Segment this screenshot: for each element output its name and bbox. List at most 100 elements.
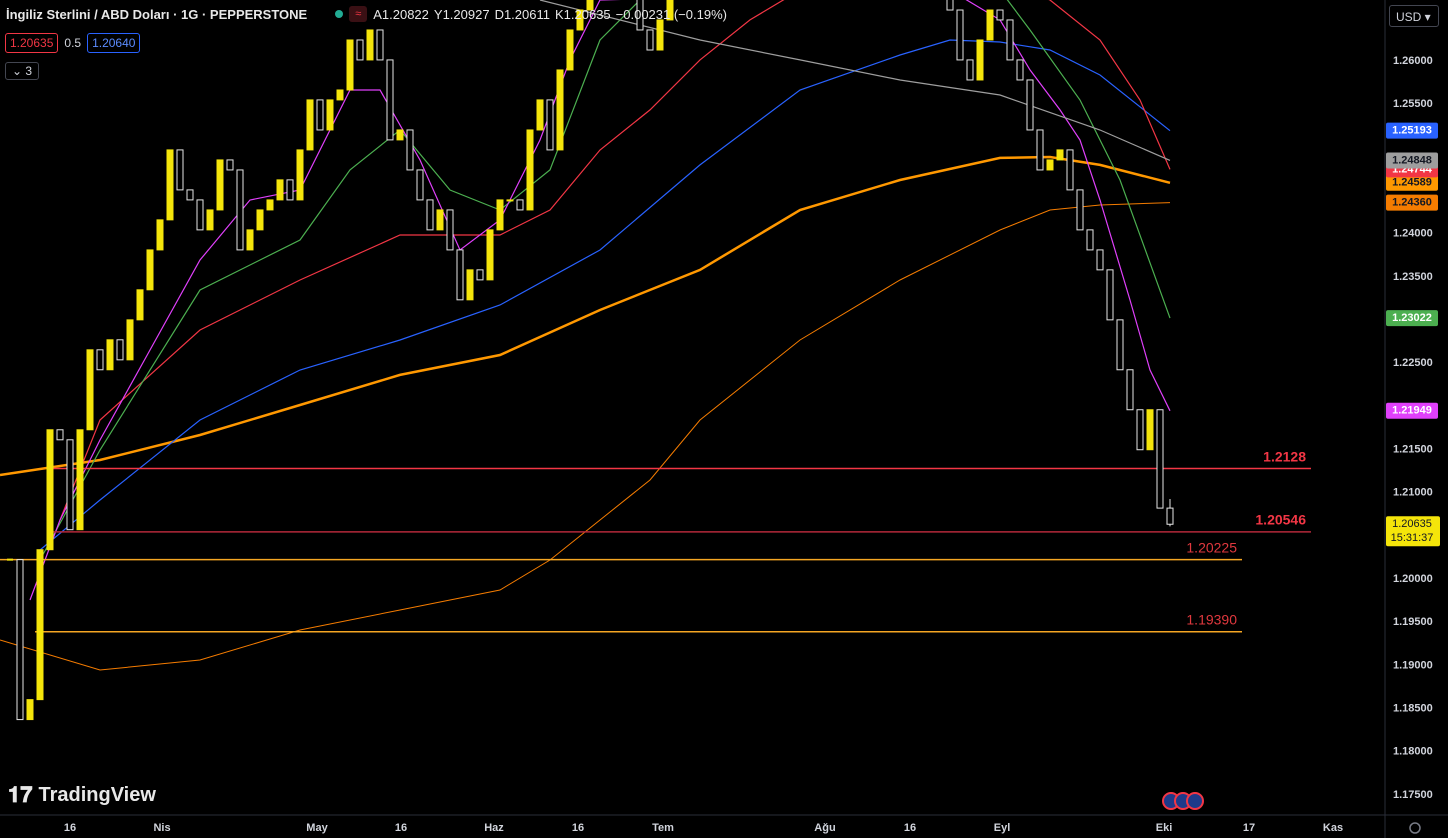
candle [566, 29, 574, 71]
moving-average [59, 0, 1171, 521]
level-label: 1.20225 [1186, 539, 1237, 555]
candle [306, 99, 314, 151]
candle [496, 199, 504, 231]
ohlc-item: D1.20611 [495, 7, 550, 22]
ma-price-tag: 1.24360 [1392, 196, 1432, 208]
ma-price-tag: 1.24589 [1392, 177, 1432, 189]
ma-price-tag: 1.25193 [1392, 125, 1432, 137]
candle [526, 129, 534, 211]
bar-countdown: 15:31:37 [1391, 532, 1434, 544]
x-tick-label: 16 [904, 822, 916, 834]
candle [76, 429, 84, 531]
moving-average [0, 202, 1171, 671]
candle [966, 59, 974, 81]
candle [1076, 189, 1084, 231]
candle [536, 99, 544, 131]
symbol-title: İngiliz Sterlini / ABD Doları · 1G · PEP… [6, 6, 308, 22]
ohlc-key: A [373, 6, 382, 22]
y-tick-label: 1.20000 [1393, 573, 1433, 585]
y-tick-label: 1.26000 [1393, 55, 1433, 67]
candle [1056, 149, 1064, 161]
ma-price-tag-bg [1386, 194, 1438, 211]
candle [336, 89, 344, 101]
candle [246, 229, 254, 251]
candle [586, 0, 594, 11]
ohlc-item: K1.20635 [555, 7, 611, 22]
candle [156, 219, 164, 251]
candle [1116, 319, 1124, 371]
candle [166, 149, 174, 221]
currency-select[interactable]: USD ▾ [1389, 5, 1439, 27]
settings-icon[interactable] [1409, 822, 1421, 834]
candle [366, 29, 374, 61]
candle [136, 289, 144, 321]
candle [1146, 409, 1154, 451]
ma-price-tag-bg [1386, 152, 1438, 169]
candle [256, 209, 264, 231]
candle [1166, 507, 1174, 525]
moving-average [39, 39, 1171, 551]
ma-price-tag: 1.23022 [1392, 312, 1432, 324]
y-tick-label: 1.18000 [1393, 746, 1433, 758]
buy-button[interactable]: 1.20640 [87, 33, 141, 53]
last-price-tag: 1.20635 [1392, 518, 1432, 530]
symbol-header: İngiliz Sterlini / ABD Doları · 1G · PEP… [6, 6, 732, 22]
level-label: 1.19390 [1186, 611, 1237, 627]
candle [16, 559, 24, 721]
candle [1086, 229, 1094, 251]
ma-price-tag-bg [1386, 122, 1438, 139]
candle [476, 269, 484, 281]
ma-price-tag-bg [1386, 310, 1438, 327]
candle [506, 199, 514, 202]
x-tick-label: Ağu [814, 822, 835, 834]
x-tick-label: Eyl [994, 822, 1011, 834]
candle [1156, 409, 1164, 509]
candle [216, 159, 224, 211]
candle [36, 549, 44, 701]
indicator-toggle[interactable]: ⌄ 3 [5, 62, 40, 80]
y-tick-label: 1.25500 [1393, 98, 1433, 110]
y-tick-label: 1.24000 [1393, 228, 1433, 240]
candle [446, 209, 454, 251]
currency: USD [1396, 10, 1422, 24]
candle [666, 0, 674, 21]
candle [946, 0, 954, 11]
candle [206, 209, 214, 231]
trade-row: 1.20635 0.5 1.20640 [5, 33, 141, 53]
x-tick-label: Haz [484, 822, 504, 834]
candle [96, 349, 104, 371]
candle [126, 319, 134, 361]
level-label: 1.20546 [1255, 512, 1306, 528]
x-tick-label: 16 [64, 822, 76, 834]
candle [1136, 409, 1144, 451]
ohlc-key: D [494, 6, 504, 22]
y-tick-label: 1.21500 [1393, 443, 1433, 455]
candle [196, 199, 204, 231]
candle [516, 199, 524, 211]
candle [236, 169, 244, 251]
sell-button[interactable]: 1.20635 [5, 33, 59, 53]
ohlc-item: A1.20822 [373, 7, 429, 22]
moving-average [539, 0, 1171, 161]
candle [426, 199, 434, 231]
moving-average [39, 0, 1171, 561]
candle [976, 39, 984, 81]
candle [1106, 269, 1114, 321]
ohlc-value: 1.20822 [381, 6, 429, 22]
candle [26, 699, 34, 721]
candle [296, 149, 304, 201]
candle [56, 429, 64, 441]
candle [1026, 79, 1034, 131]
ohlc-change: −0.00231 (−0.19%) [615, 6, 727, 22]
y-tick-label: 1.22500 [1393, 357, 1433, 369]
candle [656, 19, 664, 51]
candle [396, 129, 404, 141]
candle [1006, 19, 1014, 61]
candle [326, 99, 334, 131]
data-icon: ≈ [349, 6, 368, 22]
candle [376, 29, 384, 61]
brand-logo: 𝟏𝟕 [8, 782, 33, 807]
candle [956, 9, 964, 61]
